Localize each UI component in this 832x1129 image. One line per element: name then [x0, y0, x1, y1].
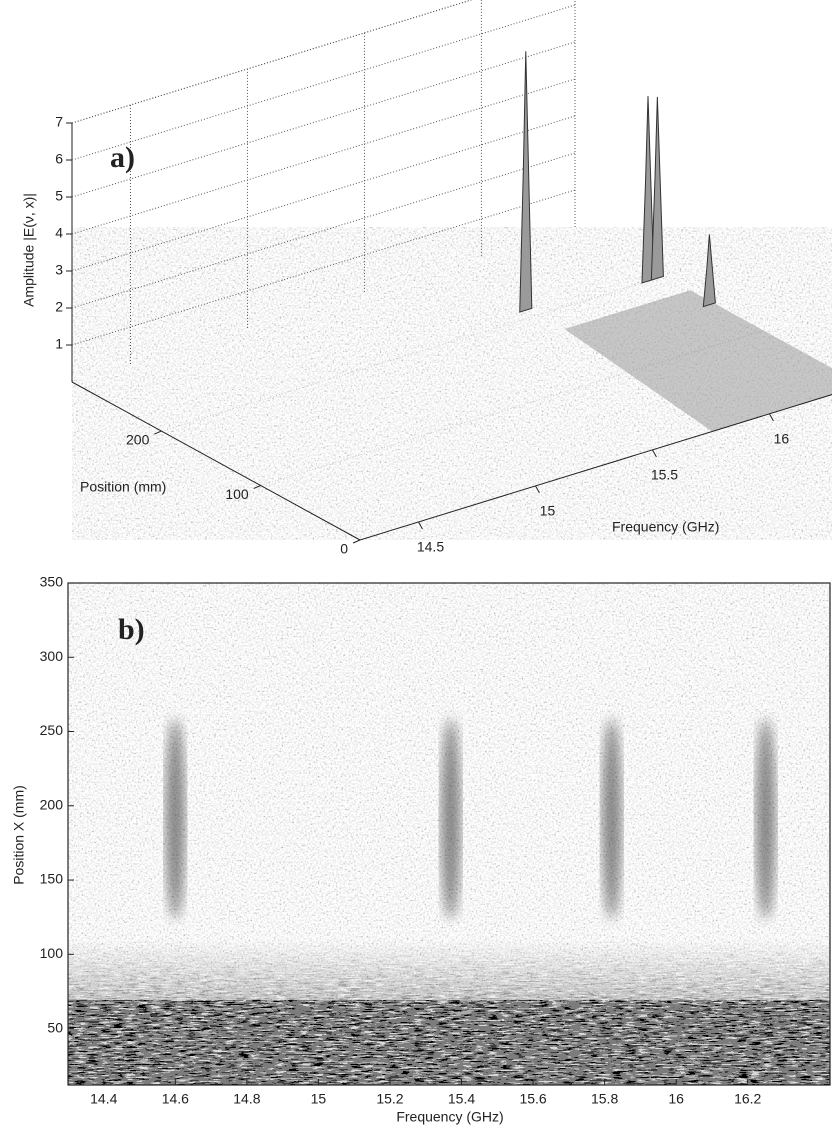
y-tick-label: 0: [340, 541, 348, 557]
grid-line: [71, 41, 576, 198]
band: [601, 718, 622, 920]
x-tick-label: 15.5: [651, 467, 678, 483]
x-tick-label: 15.2: [376, 1091, 403, 1107]
y-tick-label: 150: [40, 871, 64, 887]
x-tick-label: 14.6: [162, 1091, 189, 1107]
peak: [702, 234, 716, 308]
axis-line: [359, 394, 832, 541]
grid-line: [161, 275, 665, 432]
peak: [650, 96, 664, 281]
floor-shade: [564, 290, 832, 432]
y-axis-label: Position (mm): [80, 479, 166, 495]
band: [440, 718, 461, 920]
axes-3d: 1 2 3 4 5 6 7 14.5 15 15.5 16 0 100 200: [55, 0, 832, 557]
grid-line: [71, 78, 576, 235]
panel-label: a): [110, 141, 135, 174]
x-tick-label: 16.2: [734, 1091, 761, 1107]
grid-line: [71, 189, 576, 346]
z-tick-label: 1: [55, 336, 63, 352]
x-tick-label: 14.4: [90, 1091, 117, 1107]
peak: [519, 51, 533, 313]
tick-mark: [154, 430, 162, 435]
x-tick-label: 15.6: [519, 1091, 546, 1107]
z-tick-label: 5: [55, 188, 63, 204]
z-tick-label: 4: [55, 225, 63, 241]
y-tick-label: 100: [225, 486, 249, 502]
x-tick-label: 15.8: [591, 1091, 618, 1107]
y-axis-label: Position X (mm): [11, 785, 27, 885]
tick-mark: [352, 539, 361, 544]
x-tick-label: 15: [311, 1091, 327, 1107]
y-tick-label: 300: [40, 648, 64, 664]
z-tick-label: 2: [55, 299, 63, 315]
panel-a: 1 2 3 4 5 6 7 14.5 15 15.5 16 0 100 200 a) Amplitude …: [21, 0, 832, 557]
x-tick-label: 15.4: [448, 1091, 475, 1107]
tick-mark: [768, 413, 774, 422]
y-tick-label: 100: [40, 945, 64, 961]
contour-field: [68, 583, 830, 1085]
x-tick-label: 16: [668, 1091, 684, 1107]
wall-edge: [71, 0, 473, 124]
tick-mark: [652, 449, 657, 458]
z-tick-label: 6: [55, 151, 63, 167]
z-axis-label: Amplitude |E(ν, x)|: [21, 193, 37, 307]
tick-mark: [253, 485, 261, 489]
x-tick-label: 15: [540, 503, 556, 519]
z-tick-label: 3: [55, 262, 63, 278]
y-tick-label: 350: [40, 574, 64, 590]
grid-line: [71, 4, 576, 161]
panel-b: b) Position X (mm) Frequency (GHz) 50 100…: [11, 574, 831, 1125]
band: [165, 718, 186, 920]
x-tick-label: 14.5: [417, 539, 444, 555]
y-tick-label: 200: [40, 796, 64, 812]
x-axis-label: Frequency (GHz): [612, 519, 719, 535]
tick-mark: [535, 485, 540, 494]
panel-label: b): [118, 613, 145, 646]
y-tick-label: 200: [126, 432, 150, 448]
grid-line: [71, 115, 576, 272]
x-tick-label: 16: [774, 431, 790, 447]
x-axis-label: Frequency (GHz): [396, 1109, 503, 1125]
plot-frame: [67, 582, 831, 1086]
y-tick-label: 50: [47, 1019, 63, 1035]
grid-line: [71, 0, 473, 124]
y-tick-label: 250: [40, 722, 64, 738]
grid-line: [260, 330, 764, 486]
z-tick-label: 7: [55, 114, 63, 130]
tick-mark: [418, 521, 423, 530]
x-tick-label: 14.8: [233, 1091, 260, 1107]
grid-line: [71, 152, 576, 309]
band: [755, 718, 776, 920]
axis-line: [71, 381, 361, 541]
